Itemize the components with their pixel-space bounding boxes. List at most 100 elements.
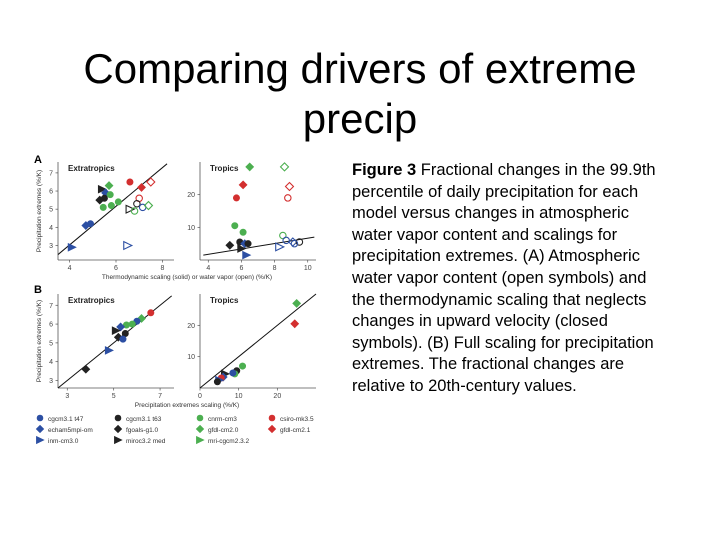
- x-tick-label: 8: [273, 265, 277, 272]
- data-point: [292, 298, 302, 308]
- y-tick-label: 6: [49, 189, 53, 196]
- data-point: [284, 181, 295, 192]
- data-point: [104, 346, 114, 355]
- x-tick-label: 4: [206, 265, 210, 272]
- legend-item: cnrm-cm3: [196, 414, 237, 423]
- y-axis-label: Precipitation extremes (%/K): [36, 170, 43, 252]
- data-point: [275, 242, 286, 252]
- panel-title: Extratropics: [68, 164, 115, 173]
- x-tick-label: 10: [304, 265, 312, 272]
- data-point: [213, 378, 221, 386]
- legend-item: echam5mpi-om: [35, 424, 93, 434]
- data-point: [245, 162, 255, 172]
- y-tick-label: 6: [49, 322, 53, 329]
- y-tick-label: 3: [49, 378, 53, 385]
- x-tick-label: 0: [198, 393, 202, 400]
- legend-label: gfdl-cm2.0: [208, 427, 239, 434]
- legend-label: inm-cm3.0: [48, 438, 79, 445]
- slide-title: Comparing drivers of extreme precip: [83, 45, 637, 142]
- data-point: [290, 239, 299, 248]
- scatter-panel-4: 0 10 20 10 20 Tropics Precipitation extremes s…: [135, 293, 317, 409]
- fit-line: [199, 293, 317, 389]
- legend-label: gfdl-cm2.1: [280, 427, 311, 434]
- x-tick-label: 7: [158, 393, 162, 400]
- data-point: [225, 240, 235, 250]
- scatter-panel-2: 4 6 8 10 10 20 Tropics Thermodynamic scaling (s…: [102, 162, 316, 281]
- data-point: [119, 335, 127, 343]
- data-point: [122, 321, 130, 329]
- data-point: [137, 182, 146, 192]
- legend-marker: [36, 414, 44, 422]
- legend-label: cgcm3.1 t63: [126, 416, 162, 423]
- data-point: [244, 240, 252, 248]
- y-tick-label: 10: [187, 354, 195, 361]
- y-tick-label: 20: [187, 323, 195, 330]
- data-point: [239, 228, 247, 236]
- data-point: [81, 221, 91, 230]
- data-point: [99, 203, 107, 211]
- legend-item: gfdl-cm2.1: [267, 424, 311, 434]
- legend-label: cgcm3.1 t47: [48, 416, 84, 423]
- data-point: [67, 242, 77, 252]
- data-point: [106, 191, 114, 199]
- data-point: [116, 322, 126, 332]
- figure-3: A B 4 6 8 3 4 5 6 7 Extratropics Precipitation extr…: [30, 148, 330, 464]
- data-point: [126, 178, 134, 186]
- y-tick-label: 5: [49, 340, 53, 347]
- x-tick-label: 5: [112, 393, 116, 400]
- data-point: [288, 237, 298, 247]
- x-tick-label: 10: [235, 393, 243, 400]
- x-tick-label: 3: [65, 393, 69, 400]
- data-point: [290, 319, 300, 329]
- legend-item: cgcm3.1 t63: [114, 414, 162, 423]
- caption-text: Fractional changes in the 99.9th percent…: [352, 161, 656, 395]
- data-point: [143, 200, 154, 211]
- legend-marker: [195, 424, 205, 434]
- scatter-panel-1: 4 6 8 3 4 5 6 7 Extratropics Precipitation extrem…: [36, 162, 174, 272]
- data-point: [232, 194, 240, 202]
- data-point: [125, 204, 136, 214]
- y-tick-label: 4: [49, 225, 53, 232]
- x-axis-label: Thermodynamic scaling (solid) or water v…: [102, 274, 272, 281]
- y-tick-label: 7: [49, 170, 53, 177]
- y-tick-label: 7: [49, 303, 53, 310]
- data-point: [107, 202, 115, 210]
- legend-item: inm-cm3.0: [36, 435, 79, 445]
- legend-marker: [268, 414, 276, 422]
- legend-label: miroc3.2 med: [126, 438, 166, 445]
- legend-item: miroc3.2 med: [114, 435, 166, 445]
- fit-line: [57, 163, 168, 255]
- legend-marker: [113, 424, 123, 434]
- caption-label: Figure 3: [352, 161, 417, 179]
- y-tick-label: 10: [187, 225, 195, 232]
- data-point: [231, 222, 239, 230]
- figure-canvas: A B 4 6 8 3 4 5 6 7 Extratropics Precipitation extr…: [34, 154, 317, 445]
- legend-label: fgoals-g1.0: [126, 427, 159, 434]
- legend-marker: [35, 424, 45, 434]
- x-tick-label: 6: [114, 265, 118, 272]
- legend-marker: [114, 414, 122, 422]
- scatter-panel-3: 3 5 7 3 4 5 6 7 Extratropics Precipitation extrem…: [36, 294, 174, 400]
- y-tick-label: 5: [49, 207, 53, 214]
- panel-label-b: B: [34, 284, 42, 296]
- x-tick-label: 8: [160, 265, 164, 272]
- data-point: [295, 238, 304, 246]
- y-tick-label: 20: [187, 192, 195, 199]
- figure-caption: Figure 3 Fractional changes in the 99.9t…: [352, 160, 672, 398]
- legend-marker: [114, 435, 123, 445]
- legend-label: cnrm-cm3: [208, 416, 237, 423]
- y-tick-label: 3: [49, 243, 53, 250]
- data-point: [111, 326, 121, 335]
- legend-item: fgoals-g1.0: [113, 424, 159, 434]
- fit-line: [203, 236, 315, 256]
- data-point: [237, 244, 247, 253]
- data-point: [81, 364, 91, 374]
- y-tick-label: 4: [49, 359, 53, 366]
- x-tick-label: 20: [273, 393, 281, 400]
- legend-item: mri-cgcm2.3.2: [196, 435, 250, 445]
- legend-item: cgcm3.1 t47: [36, 414, 84, 423]
- x-tick-label: 6: [239, 265, 243, 272]
- data-point: [239, 362, 247, 370]
- data-point: [229, 369, 237, 377]
- legend-item: csiro-mk3.5: [268, 414, 314, 423]
